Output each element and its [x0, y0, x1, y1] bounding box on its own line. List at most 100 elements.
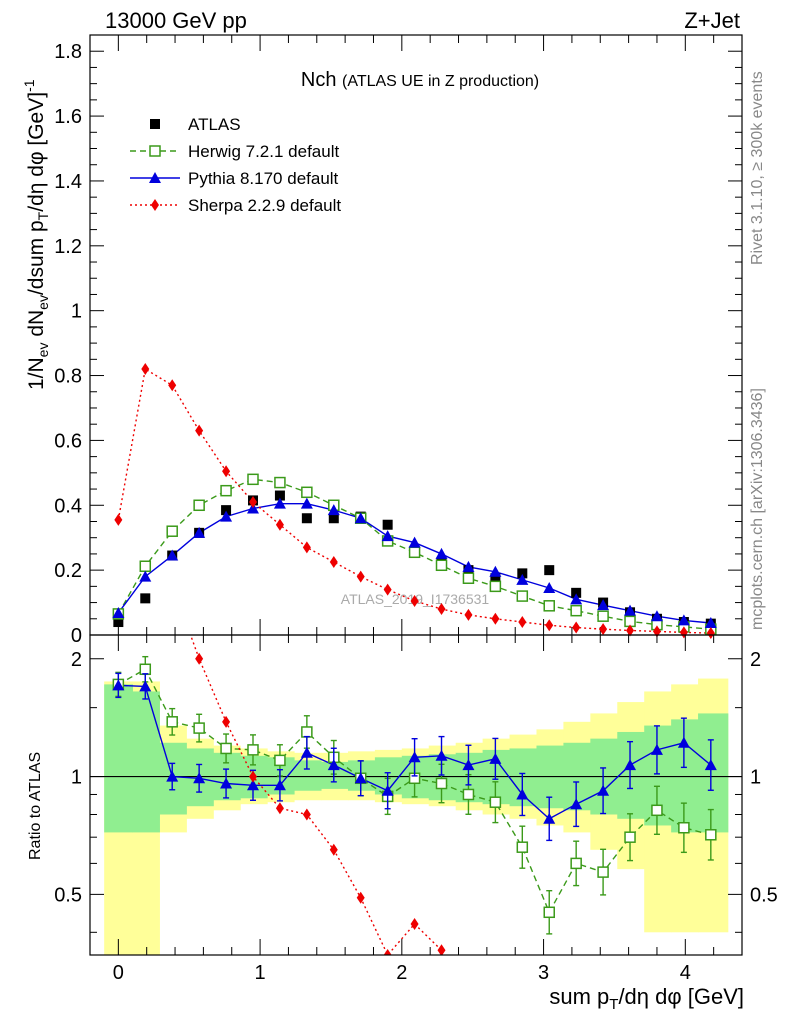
herwig-point: [489, 796, 502, 808]
top-y-tick-label: 1.6: [54, 106, 82, 128]
pythia-point: [516, 573, 529, 585]
sherpa-point: [626, 624, 635, 637]
sherpa-point: [168, 379, 177, 392]
pythia-point: [139, 680, 152, 692]
ratio-y-tick-label-right: 2: [750, 649, 761, 671]
sherpa-point: [410, 918, 419, 931]
herwig-point: [139, 663, 152, 676]
sherpa-point: [329, 843, 338, 856]
pythia-point: [327, 504, 340, 516]
pythia-point: [543, 581, 556, 593]
legend: ATLAS Herwig 7.2.1 default Pythia 8.170 de…: [130, 115, 341, 215]
pythia-point: [193, 772, 206, 784]
sherpa-point: [222, 465, 231, 478]
herwig-point: [301, 486, 313, 499]
herwig-point: [274, 754, 286, 767]
pythia-point: [624, 759, 637, 771]
pythia-point: [354, 512, 367, 524]
pythia-point: [247, 779, 259, 791]
top-panel: 0 0.2 0.4 0.6 0.8 1 1.2 1.4 1.6 1.8: [54, 34, 743, 647]
herwig-point: [651, 804, 663, 817]
herwig-line: [117, 478, 711, 630]
pythia-point: [273, 779, 286, 791]
atlas-point: [382, 519, 393, 530]
top-y-tick-label: 0.8: [54, 366, 82, 388]
band-inner-bin: [104, 684, 134, 833]
band-inner-bin: [698, 713, 729, 833]
legend-label-sherpa: Sherpa 2.2.9 default: [188, 196, 341, 215]
atlas-point: [517, 568, 528, 579]
sherpa-point: [114, 513, 123, 526]
top-y-tick-label: 0: [71, 625, 82, 647]
sherpa-point: [706, 627, 715, 640]
sherpa-point: [195, 424, 204, 437]
sherpa-point: [356, 570, 365, 583]
pythia-point: [408, 536, 421, 548]
atlas-point: [113, 617, 124, 628]
band-inner-bin: [132, 691, 160, 833]
ratio-y-axis-label: Ratio to ATLAS: [27, 752, 44, 860]
herwig-point: [301, 726, 313, 738]
pythia-point: [220, 777, 233, 789]
pythia-point: [112, 606, 125, 618]
sherpa-point: [329, 556, 338, 569]
plot-title-main: Nch: [301, 69, 337, 91]
legend-label-pythia: Pythia 8.170 default: [188, 169, 339, 188]
top-y-tick-label: 1.4: [54, 171, 82, 193]
pythia-point: [516, 788, 529, 800]
x-tick-label: 1: [255, 962, 266, 984]
pythia-point: [408, 751, 421, 763]
pythia-point: [704, 617, 717, 628]
sherpa-point: [464, 608, 473, 621]
herwig-point: [570, 857, 582, 870]
sherpa-point: [275, 802, 284, 815]
herwig-point: [462, 572, 475, 584]
herwig-point: [462, 788, 475, 801]
plot-title: Nch (ATLAS UE in Z production): [301, 69, 539, 91]
sherpa-point: [599, 623, 608, 636]
ratio-clipped-group: [90, 635, 742, 955]
herwig-point: [247, 473, 259, 486]
sherpa-point: [302, 808, 311, 821]
top-y-tick-label: 0.4: [54, 495, 82, 517]
herwig-point: [274, 476, 286, 489]
x-tick-label: 2: [396, 962, 407, 984]
pythia-point: [435, 547, 448, 559]
x-tick-label: 3: [538, 962, 549, 984]
pythia-point: [327, 759, 340, 771]
sherpa-point: [195, 652, 204, 665]
atlas-point: [150, 119, 160, 129]
pythia-point: [381, 784, 394, 796]
ratio-y-tick-label: 0.5: [54, 884, 82, 906]
pythia-point: [435, 749, 448, 761]
pythia-point: [139, 570, 152, 582]
herwig-point: [516, 841, 529, 853]
herwig-point: [570, 604, 582, 617]
sherpa-point: [249, 496, 257, 509]
pythia-point: [300, 746, 313, 758]
sherpa-point: [437, 944, 446, 955]
x-tick-label: 0: [113, 962, 124, 984]
pythia-point: [300, 497, 313, 509]
pythia-point: [677, 614, 690, 626]
herwig-point: [166, 716, 178, 728]
plot-title-sub: (ATLAS UE in Z production): [342, 73, 539, 90]
ratio-y-tick-label-right: 0.5: [750, 884, 778, 906]
herwig-point: [435, 559, 448, 572]
pythia-point: [381, 530, 394, 542]
pythia-point: [650, 743, 663, 755]
sherpa-point: [383, 949, 392, 955]
atlas-point: [221, 505, 232, 516]
pythia-point: [166, 770, 179, 782]
pythia-point: [677, 736, 690, 748]
pythia-point: [354, 772, 367, 784]
herwig-point: [193, 722, 205, 734]
pythia-point: [462, 759, 475, 771]
band-inner-bin: [428, 754, 457, 801]
ratio-y-tick-label: 2: [71, 649, 82, 671]
sherpa-point: [151, 199, 159, 211]
sherpa-point: [302, 541, 311, 554]
atlas-point: [328, 513, 339, 524]
band-inner-bin: [617, 731, 645, 819]
